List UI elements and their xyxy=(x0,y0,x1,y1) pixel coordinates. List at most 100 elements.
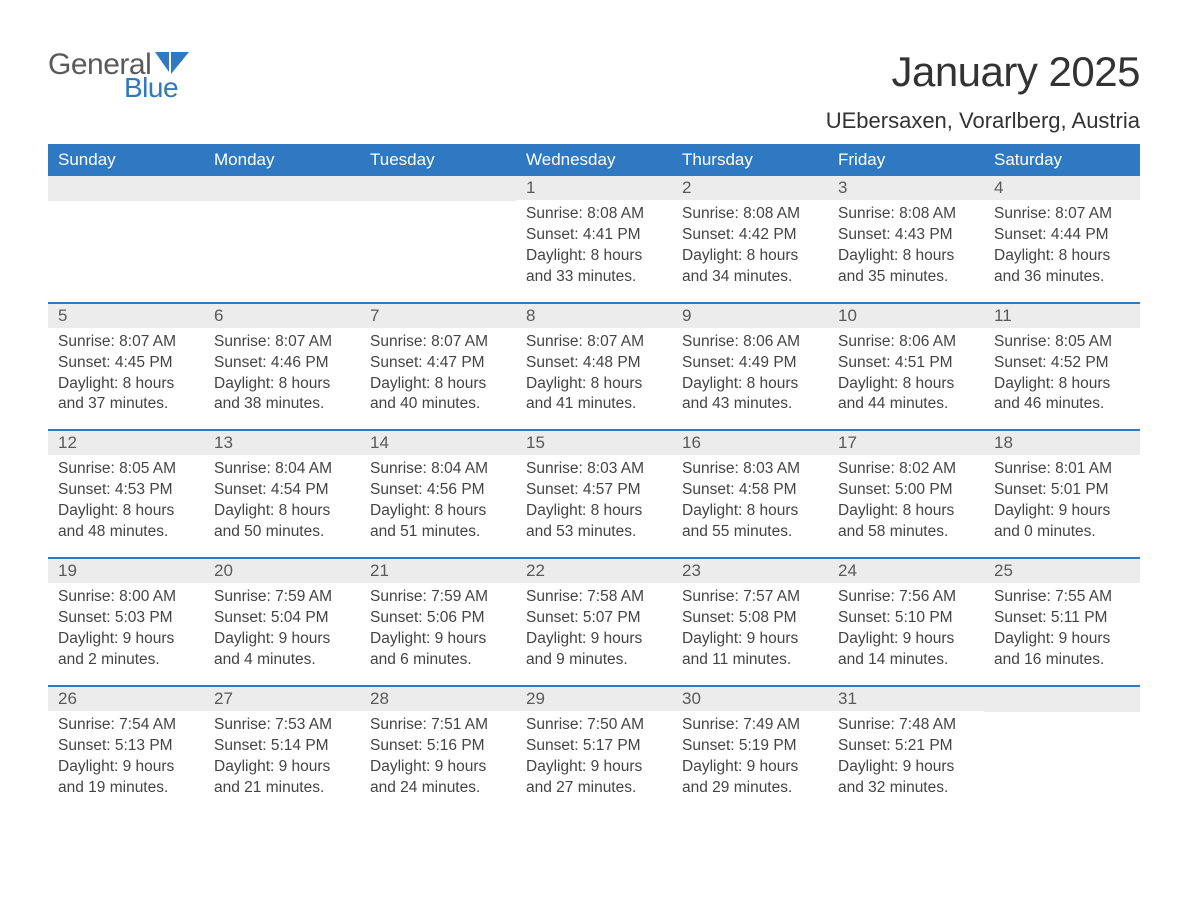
day-cell: 23Sunrise: 7:57 AMSunset: 5:08 PMDayligh… xyxy=(672,559,828,685)
day-body: Sunrise: 8:02 AMSunset: 5:00 PMDaylight:… xyxy=(828,455,984,543)
day-number: 22 xyxy=(516,559,672,583)
location-subtitle: UEbersaxen, Vorarlberg, Austria xyxy=(826,108,1140,134)
sunset-text: Sunset: 4:58 PM xyxy=(682,480,818,501)
sunrise-text: Sunrise: 8:07 AM xyxy=(526,332,662,353)
sunrise-text: Sunrise: 8:03 AM xyxy=(526,459,662,480)
sunrise-text: Sunrise: 8:08 AM xyxy=(526,204,662,225)
day-cell: 31Sunrise: 7:48 AMSunset: 5:21 PMDayligh… xyxy=(828,687,984,813)
day-number: 13 xyxy=(204,431,360,455)
day-of-week-header: Sunday Monday Tuesday Wednesday Thursday… xyxy=(48,144,1140,176)
daylight-line2: and 29 minutes. xyxy=(682,778,818,799)
sunset-text: Sunset: 5:06 PM xyxy=(370,608,506,629)
daylight-line1: Daylight: 9 hours xyxy=(370,629,506,650)
day-number: 1 xyxy=(516,176,672,200)
day-cell: 5Sunrise: 8:07 AMSunset: 4:45 PMDaylight… xyxy=(48,304,204,430)
daylight-line2: and 4 minutes. xyxy=(214,650,350,671)
sunrise-text: Sunrise: 8:07 AM xyxy=(58,332,194,353)
day-body: Sunrise: 7:50 AMSunset: 5:17 PMDaylight:… xyxy=(516,711,672,799)
week-row: 5Sunrise: 8:07 AMSunset: 4:45 PMDaylight… xyxy=(48,302,1140,430)
day-number: 31 xyxy=(828,687,984,711)
daylight-line2: and 58 minutes. xyxy=(838,522,974,543)
daylight-line1: Daylight: 9 hours xyxy=(682,629,818,650)
dow-friday: Friday xyxy=(828,144,984,176)
day-number: 16 xyxy=(672,431,828,455)
logo: General Blue xyxy=(48,48,189,104)
sunset-text: Sunset: 4:51 PM xyxy=(838,353,974,374)
sunrise-text: Sunrise: 8:06 AM xyxy=(682,332,818,353)
daylight-line1: Daylight: 9 hours xyxy=(526,757,662,778)
sunrise-text: Sunrise: 7:57 AM xyxy=(682,587,818,608)
dow-tuesday: Tuesday xyxy=(360,144,516,176)
day-body: Sunrise: 7:54 AMSunset: 5:13 PMDaylight:… xyxy=(48,711,204,799)
sunset-text: Sunset: 4:45 PM xyxy=(58,353,194,374)
day-cell xyxy=(984,687,1140,813)
sunset-text: Sunset: 5:01 PM xyxy=(994,480,1130,501)
day-cell: 25Sunrise: 7:55 AMSunset: 5:11 PMDayligh… xyxy=(984,559,1140,685)
daylight-line2: and 16 minutes. xyxy=(994,650,1130,671)
sunset-text: Sunset: 5:04 PM xyxy=(214,608,350,629)
day-body: Sunrise: 8:08 AMSunset: 4:42 PMDaylight:… xyxy=(672,200,828,288)
day-number: 14 xyxy=(360,431,516,455)
sunrise-text: Sunrise: 8:05 AM xyxy=(994,332,1130,353)
daylight-line1: Daylight: 8 hours xyxy=(682,501,818,522)
day-body: Sunrise: 8:03 AMSunset: 4:58 PMDaylight:… xyxy=(672,455,828,543)
sunset-text: Sunset: 4:41 PM xyxy=(526,225,662,246)
daylight-line1: Daylight: 8 hours xyxy=(838,501,974,522)
day-number: 8 xyxy=(516,304,672,328)
daylight-line1: Daylight: 8 hours xyxy=(526,501,662,522)
day-number: 6 xyxy=(204,304,360,328)
day-cell: 13Sunrise: 8:04 AMSunset: 4:54 PMDayligh… xyxy=(204,431,360,557)
day-cell: 2Sunrise: 8:08 AMSunset: 4:42 PMDaylight… xyxy=(672,176,828,302)
day-cell: 16Sunrise: 8:03 AMSunset: 4:58 PMDayligh… xyxy=(672,431,828,557)
daylight-line2: and 33 minutes. xyxy=(526,267,662,288)
week-row: 12Sunrise: 8:05 AMSunset: 4:53 PMDayligh… xyxy=(48,429,1140,557)
day-body: Sunrise: 8:08 AMSunset: 4:41 PMDaylight:… xyxy=(516,200,672,288)
daylight-line1: Daylight: 9 hours xyxy=(214,629,350,650)
month-title: January 2025 xyxy=(826,48,1140,96)
page: General Blue January 2025 UEbersaxen, Vo… xyxy=(0,0,1188,860)
day-cell: 21Sunrise: 7:59 AMSunset: 5:06 PMDayligh… xyxy=(360,559,516,685)
daylight-line2: and 19 minutes. xyxy=(58,778,194,799)
day-body: Sunrise: 7:49 AMSunset: 5:19 PMDaylight:… xyxy=(672,711,828,799)
week-row: 26Sunrise: 7:54 AMSunset: 5:13 PMDayligh… xyxy=(48,685,1140,813)
logo-text-blue: Blue xyxy=(124,72,178,104)
daylight-line1: Daylight: 8 hours xyxy=(838,246,974,267)
sunrise-text: Sunrise: 7:50 AM xyxy=(526,715,662,736)
day-body: Sunrise: 8:05 AMSunset: 4:52 PMDaylight:… xyxy=(984,328,1140,416)
daylight-line1: Daylight: 8 hours xyxy=(214,374,350,395)
daylight-line2: and 51 minutes. xyxy=(370,522,506,543)
day-cell: 1Sunrise: 8:08 AMSunset: 4:41 PMDaylight… xyxy=(516,176,672,302)
daylight-line2: and 32 minutes. xyxy=(838,778,974,799)
sunrise-text: Sunrise: 7:56 AM xyxy=(838,587,974,608)
day-body: Sunrise: 8:05 AMSunset: 4:53 PMDaylight:… xyxy=(48,455,204,543)
sunrise-text: Sunrise: 8:05 AM xyxy=(58,459,194,480)
day-number: 12 xyxy=(48,431,204,455)
day-body: Sunrise: 8:06 AMSunset: 4:49 PMDaylight:… xyxy=(672,328,828,416)
day-cell: 30Sunrise: 7:49 AMSunset: 5:19 PMDayligh… xyxy=(672,687,828,813)
daylight-line1: Daylight: 8 hours xyxy=(994,374,1130,395)
day-number: 18 xyxy=(984,431,1140,455)
daylight-line1: Daylight: 9 hours xyxy=(838,757,974,778)
day-number: 10 xyxy=(828,304,984,328)
daylight-line2: and 21 minutes. xyxy=(214,778,350,799)
day-cell: 12Sunrise: 8:05 AMSunset: 4:53 PMDayligh… xyxy=(48,431,204,557)
day-cell: 18Sunrise: 8:01 AMSunset: 5:01 PMDayligh… xyxy=(984,431,1140,557)
sunset-text: Sunset: 4:48 PM xyxy=(526,353,662,374)
day-number: 7 xyxy=(360,304,516,328)
sunset-text: Sunset: 5:10 PM xyxy=(838,608,974,629)
sunrise-text: Sunrise: 7:55 AM xyxy=(994,587,1130,608)
sunrise-text: Sunrise: 8:04 AM xyxy=(214,459,350,480)
day-number: 26 xyxy=(48,687,204,711)
daylight-line2: and 36 minutes. xyxy=(994,267,1130,288)
daylight-line1: Daylight: 9 hours xyxy=(370,757,506,778)
day-body: Sunrise: 8:07 AMSunset: 4:48 PMDaylight:… xyxy=(516,328,672,416)
day-number: 25 xyxy=(984,559,1140,583)
daylight-line1: Daylight: 8 hours xyxy=(838,374,974,395)
day-cell xyxy=(204,176,360,302)
day-number: 5 xyxy=(48,304,204,328)
daylight-line2: and 38 minutes. xyxy=(214,394,350,415)
day-body: Sunrise: 8:06 AMSunset: 4:51 PMDaylight:… xyxy=(828,328,984,416)
daylight-line2: and 44 minutes. xyxy=(838,394,974,415)
day-cell: 19Sunrise: 8:00 AMSunset: 5:03 PMDayligh… xyxy=(48,559,204,685)
dow-saturday: Saturday xyxy=(984,144,1140,176)
